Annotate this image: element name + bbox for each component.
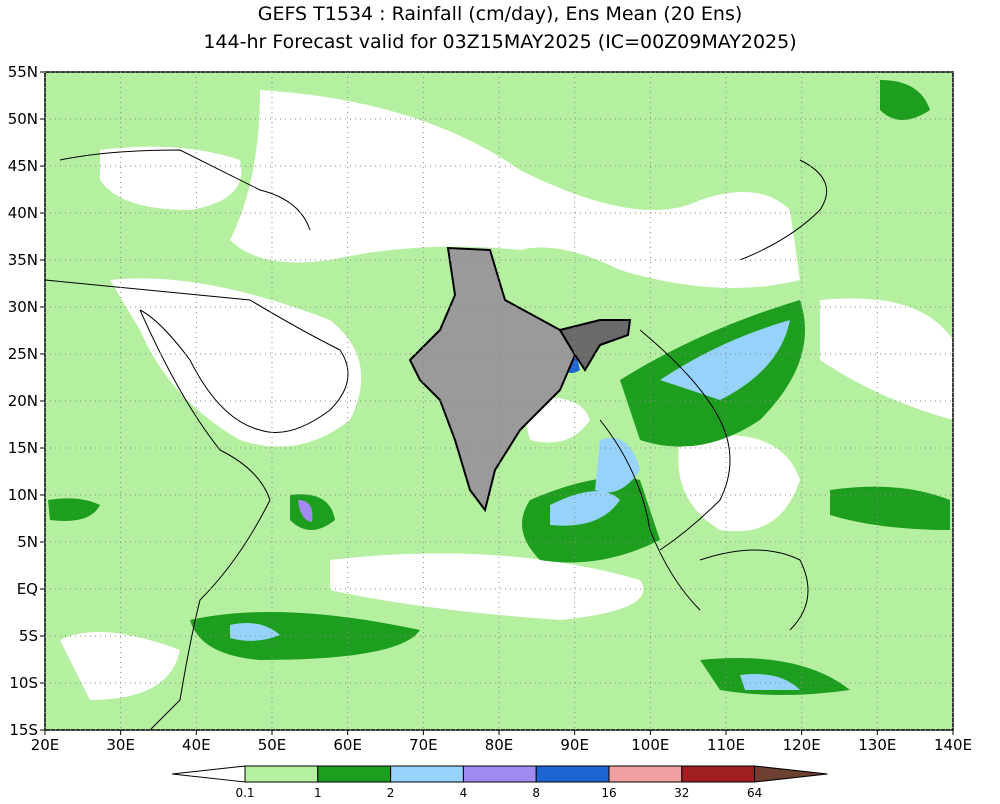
dry-region [820,298,953,420]
rain-very-heavy [230,622,280,641]
colorbar-upper-triangle [754,765,828,783]
rain-very-heavy [550,491,620,526]
rain-heavy [880,80,930,120]
lat-label: 55N [8,63,38,81]
lat-label: 5S [19,627,38,645]
lat-label: 40N [8,204,38,222]
lat-label: 10S [9,674,38,692]
lat-label: 10N [8,486,38,504]
lon-label: 120E [783,736,821,754]
colorbar-label: 32 [674,786,689,800]
lon-label: 50E [258,736,287,754]
colorbar-label: 4 [460,786,468,800]
lat-label: 5N [17,533,38,551]
lat-label: EQ [17,580,38,598]
rain-very-heavy [740,674,800,690]
colorbar-label: 1 [314,786,322,800]
lon-label: 80E [485,736,514,754]
colorbar-box [535,765,610,783]
lon-label: 60E [333,736,362,754]
dry-region [230,90,800,288]
lat-label: 25N [8,345,38,363]
lat-label: 35N [8,251,38,269]
title-line-1: GEFS T1534 : Rainfall (cm/day), Ens Mean… [258,3,743,25]
map-field [44,71,954,731]
rain-heavy [48,498,100,521]
lat-label: 15S [9,721,38,739]
lon-label: 110E [707,736,745,754]
lat-label: 30N [8,298,38,316]
lon-label: 100E [631,736,669,754]
colorbar-label: 64 [747,786,762,800]
lon-label: 40E [182,736,211,754]
lon-label: 20E [31,736,60,754]
colorbar-box [317,765,392,783]
colorbar: 0.1 1 2 4 8 16 32 64 [172,765,828,800]
colorbar-box [681,765,756,783]
rain-extreme [298,500,313,522]
colorbar-label: 16 [601,786,616,800]
lat-label: 45N [8,157,38,175]
map-axes: 55N 50N 45N 40N 35N 30N 25N 20N 15N 10N 5N EQ 5S 10S 1… [8,63,972,754]
lon-label: 70E [409,736,438,754]
lat-label: 50N [8,110,38,128]
lat-label: 15N [8,439,38,457]
colorbar-label: 0.1 [235,786,254,800]
lon-label: 30E [106,736,135,754]
coastlines [44,149,828,731]
colorbar-label: 8 [532,786,540,800]
title-line-2: 144-hr Forecast valid for 03Z15MAY2025 (… [203,31,796,53]
india-region [408,246,577,513]
dry-region [678,435,800,532]
colorbar-label: 2 [387,786,395,800]
lon-label: 130E [858,736,896,754]
northeast-india [558,319,632,372]
colorbar-box [608,765,683,783]
dry-region [110,278,362,447]
colorbar-box [390,765,464,783]
lat-label: 20N [8,392,38,410]
rain-very-heavy [595,438,640,493]
lon-label: 90E [560,736,589,754]
colorbar-box [244,765,319,783]
rain-heavy [830,486,950,530]
lon-label: 140E [934,736,972,754]
colorbar-box [462,765,537,783]
colorbar-lower-triangle [172,765,246,783]
dry-region [330,553,644,620]
